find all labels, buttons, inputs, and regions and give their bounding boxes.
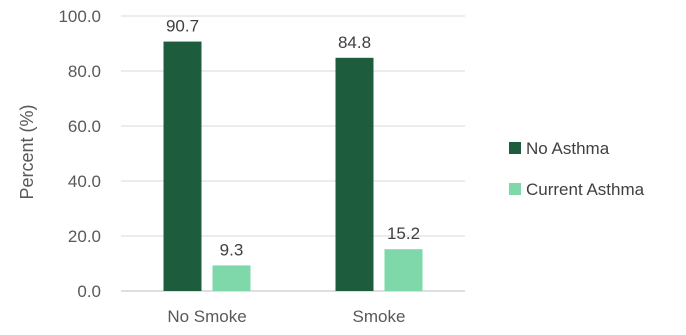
y-tick-label: 80.0 (68, 62, 101, 81)
bar (212, 265, 251, 291)
x-tick-label: No Smoke (167, 307, 246, 326)
legend: No Asthma Current Asthma (509, 139, 645, 199)
y-tick-label: 60.0 (68, 117, 101, 136)
x-axis-ticks: No Smoke Smoke (167, 307, 405, 326)
legend-swatch (509, 183, 521, 195)
legend-label: Current Asthma (526, 180, 645, 199)
y-tick-label: 100.0 (58, 7, 101, 26)
data-label: 90.7 (166, 17, 199, 36)
y-tick-label: 20.0 (68, 227, 101, 246)
bars (163, 41, 423, 292)
bar (335, 57, 374, 291)
data-label: 9.3 (220, 240, 244, 259)
y-axis-ticks: 0.0 20.0 40.0 60.0 80.0 100.0 (58, 7, 101, 301)
data-labels: 90.7 9.3 84.8 15.2 (166, 17, 420, 260)
legend-swatch (509, 142, 521, 154)
bar (163, 41, 202, 292)
y-axis-label: Percent (%) (17, 104, 37, 199)
data-label: 84.8 (338, 33, 371, 52)
y-tick-label: 0.0 (77, 282, 101, 301)
x-tick-label: Smoke (353, 307, 406, 326)
legend-label: No Asthma (526, 139, 610, 158)
data-label: 15.2 (387, 224, 420, 243)
bar (384, 249, 423, 291)
y-tick-label: 40.0 (68, 172, 101, 191)
